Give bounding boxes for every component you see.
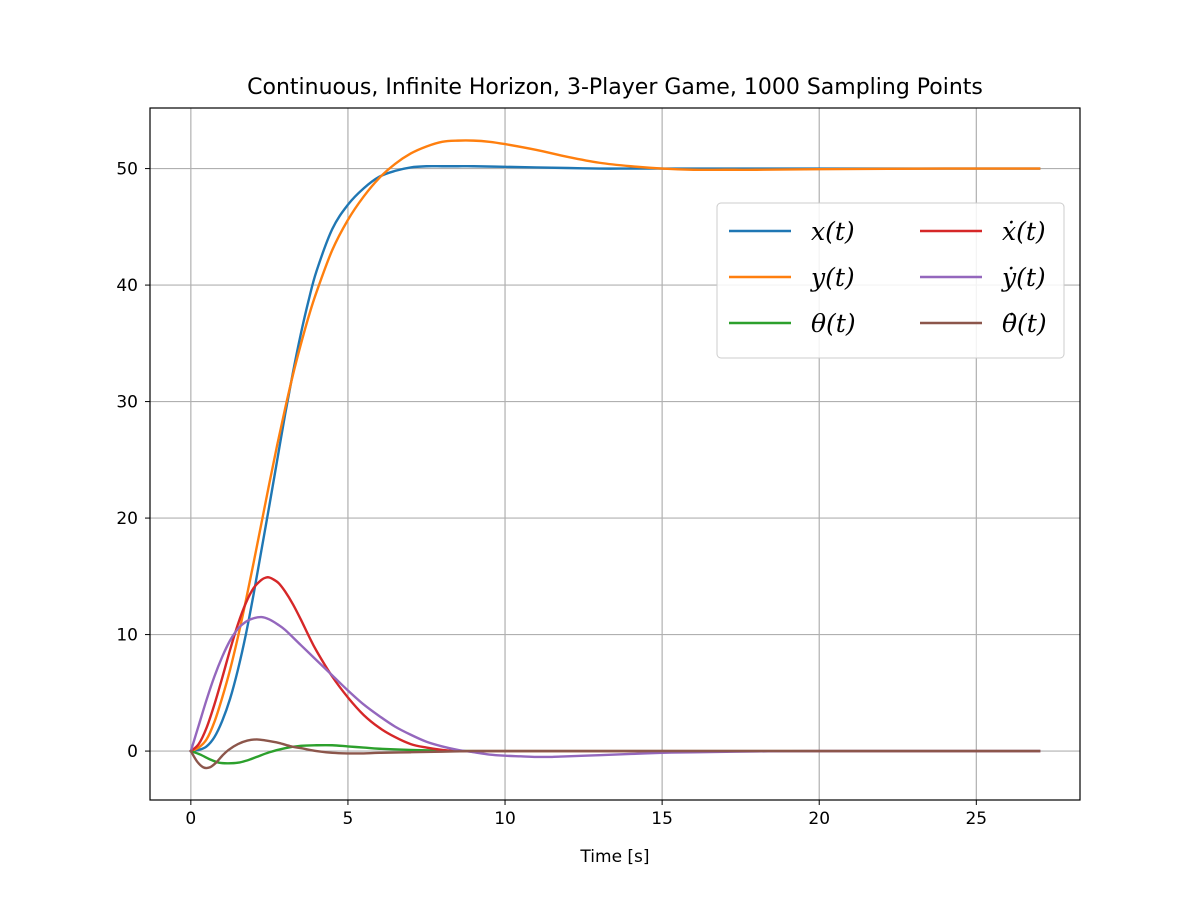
y-axis-ticks: 0 10 20 30 40 50 bbox=[116, 160, 150, 762]
x-tick-label: 5 bbox=[343, 809, 354, 829]
chart-title: Continuous, Infinite Horizon, 3-Player G… bbox=[247, 75, 983, 100]
plot-frame bbox=[149, 107, 1081, 801]
y-tick-label: 0 bbox=[127, 742, 138, 762]
legend-label: θ̇(t) bbox=[1002, 309, 1047, 338]
x-tick-label: 20 bbox=[808, 809, 830, 829]
x-axis-ticks: 0 5 10 15 20 25 bbox=[185, 800, 987, 829]
legend-label: θ(t) bbox=[811, 309, 856, 338]
plot-series bbox=[189, 139, 1041, 770]
y-tick-label: 40 bbox=[116, 276, 138, 296]
legend: x(t) y(t) θ(t) ẋ(t) ẏ(t) θ̇(t) bbox=[716, 202, 1065, 359]
x-axis-label: Time [s] bbox=[579, 847, 649, 867]
x-tick-label: 15 bbox=[651, 809, 673, 829]
y-tick-label: 10 bbox=[116, 626, 138, 646]
series-line bbox=[189, 139, 1041, 753]
legend-label: x(t) bbox=[811, 217, 855, 246]
series-line bbox=[189, 738, 1041, 770]
x-tick-label: 10 bbox=[494, 809, 516, 829]
x-tick-label: 25 bbox=[965, 809, 987, 829]
legend-label: ẏ(t) bbox=[1001, 263, 1046, 292]
x-tick-label: 0 bbox=[185, 809, 196, 829]
series-line bbox=[189, 164, 1041, 753]
legend-label: ẋ(t) bbox=[1002, 217, 1046, 246]
y-tick-label: 50 bbox=[116, 160, 138, 180]
series-line bbox=[189, 615, 1041, 759]
legend-box bbox=[716, 202, 1065, 359]
legend-label: y(t) bbox=[810, 263, 855, 292]
y-tick-label: 30 bbox=[116, 393, 138, 413]
y-tick-label: 20 bbox=[116, 509, 138, 529]
